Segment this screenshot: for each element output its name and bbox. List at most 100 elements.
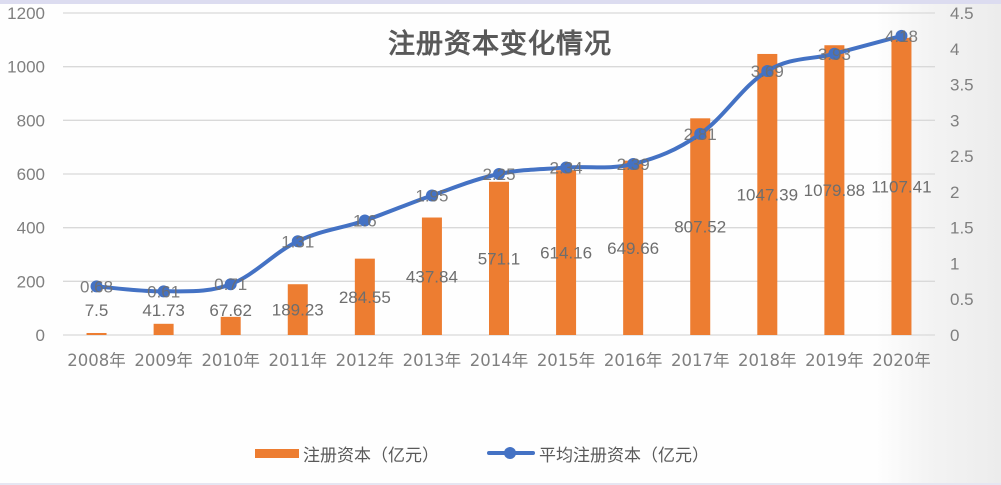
x-axis-tick: 2016年 (604, 351, 663, 370)
bar[interactable] (153, 323, 174, 335)
left-axis-tick: 200 (17, 272, 45, 291)
line-marker[interactable] (895, 29, 908, 42)
line-marker[interactable] (358, 214, 371, 227)
x-axis-tick: 2010年 (201, 351, 260, 370)
bar-data-label: 189.23 (272, 301, 324, 320)
right-axis-tick: 2.5 (950, 147, 974, 166)
right-axis-tick: 2 (950, 183, 959, 202)
legend-item-bar[interactable]: 注册资本（亿元） (255, 441, 439, 466)
chart-title: 注册资本变化情况 (388, 29, 612, 60)
bar[interactable] (757, 53, 778, 336)
x-axis-tick: 2015年 (537, 351, 596, 370)
bar-data-labels: 7.5 41.73 67.62 189.23 284.55 437.84 571.1 614.… (85, 177, 932, 320)
bar-data-label: 1047.39 (737, 185, 798, 204)
line-marker[interactable] (291, 235, 304, 248)
bar-data-label: 284.55 (339, 288, 391, 307)
right-axis-tick: 4.5 (950, 4, 974, 23)
bar-swatch-icon (255, 448, 299, 458)
legend-label-line: 平均注册资本（亿元） (539, 445, 709, 466)
right-axis-tick: 1 (950, 254, 959, 273)
line-marker[interactable] (761, 64, 774, 77)
bar[interactable] (556, 170, 577, 335)
line-data-label: 1.95 (415, 186, 448, 205)
line-marker[interactable] (493, 168, 505, 180)
x-axis-tick: 2019年 (805, 351, 864, 370)
bar-data-label: 614.16 (540, 244, 592, 263)
bar[interactable] (86, 332, 107, 335)
line-marker[interactable] (828, 47, 841, 60)
line-series (90, 29, 908, 298)
left-axis-tick: 0 (36, 326, 45, 345)
x-axis: 2008年 2009年 2010年 2011年 2012年 2013年 2014年 2015年… (67, 351, 930, 370)
bar-data-label: 649.66 (607, 239, 659, 258)
right-axis-tick: 3.5 (950, 76, 974, 95)
line-marker[interactable] (157, 285, 170, 298)
line-marker[interactable] (694, 127, 707, 140)
x-axis-tick: 2009年 (134, 351, 193, 370)
line-data-label: 2.25 (482, 165, 515, 184)
x-axis-tick: 2014年 (470, 351, 529, 370)
left-axis-tick: 800 (17, 111, 45, 130)
bar-data-label: 7.5 (85, 301, 109, 320)
right-axis: 0 0.5 1 1.5 2 2.5 3 3.5 4 4.5 (950, 4, 974, 345)
line-data-label: 2.34 (550, 159, 583, 178)
gridlines (63, 12, 935, 336)
line-marker-swatch-icon (487, 447, 535, 459)
x-axis-tick: 2013年 (403, 351, 462, 370)
bottom-band (0, 483, 1001, 485)
line-data-label: 2.81 (684, 125, 717, 144)
legend: 注册资本（亿元） 平均注册资本（亿元） (255, 441, 757, 466)
line-data-label: 0.61 (147, 282, 180, 301)
bar[interactable] (287, 284, 308, 335)
x-axis-tick: 2018年 (738, 351, 797, 370)
bar-data-label: 1107.41 (871, 177, 931, 196)
line-data-label: 0.71 (214, 275, 247, 294)
left-axis: 0 200 400 600 800 1000 1200 (7, 4, 45, 345)
bar-data-label: 437.84 (406, 267, 458, 286)
right-axis-tick: 3 (950, 111, 959, 130)
line-data-label: 3.69 (751, 62, 784, 81)
right-axis-tick: 0 (950, 326, 959, 345)
top-band (0, 0, 1001, 4)
x-axis-tick: 2012年 (336, 351, 395, 370)
bar-data-label: 1079.88 (804, 181, 865, 200)
line-data-label: 0.68 (80, 277, 113, 296)
left-axis-tick: 400 (17, 219, 45, 238)
bar-data-label: 807.52 (674, 218, 726, 237)
bar[interactable] (354, 258, 375, 335)
right-axis-tick: 0.5 (950, 290, 974, 309)
line-data-label: 1.6 (353, 212, 377, 231)
x-axis-tick: 2011年 (269, 351, 328, 370)
line-marker[interactable] (560, 161, 573, 174)
bar-data-label: 67.62 (209, 301, 252, 320)
bar[interactable] (891, 37, 912, 336)
legend-label-bar: 注册资本（亿元） (303, 445, 439, 466)
bar[interactable] (489, 181, 509, 335)
line-data-label: 3.93 (818, 45, 851, 64)
line-data-label: 4.18 (885, 27, 918, 46)
left-axis-tick: 1200 (7, 4, 45, 23)
line-marker[interactable] (425, 189, 438, 202)
bar[interactable] (824, 45, 845, 335)
bar-data-label: 41.73 (142, 301, 185, 320)
bar[interactable] (421, 217, 442, 335)
line-marker[interactable] (224, 278, 237, 291)
right-axis-tick: 4 (950, 40, 959, 59)
line-data-label: 2.39 (617, 155, 650, 174)
bar[interactable] (220, 316, 241, 335)
right-axis-tick: 1.5 (950, 219, 974, 238)
left-axis-tick: 1000 (7, 58, 45, 77)
line-marker[interactable] (627, 157, 640, 170)
x-axis-tick: 2008年 (67, 351, 126, 370)
line-data-label: 1.31 (281, 232, 314, 251)
legend-item-line[interactable]: 平均注册资本（亿元） (487, 441, 709, 466)
x-axis-tick: 2020年 (872, 351, 931, 370)
line-marker[interactable] (90, 280, 103, 293)
x-axis-tick: 2017年 (671, 351, 730, 370)
line-data-labels: 0.68 0.61 0.71 1.31 1.6 1.95 2.25 2.34 2.39 2.81 3… (80, 27, 918, 301)
left-axis-tick: 600 (17, 165, 45, 184)
bar-series (86, 37, 912, 336)
bar[interactable] (690, 118, 711, 336)
bar[interactable] (623, 160, 644, 335)
